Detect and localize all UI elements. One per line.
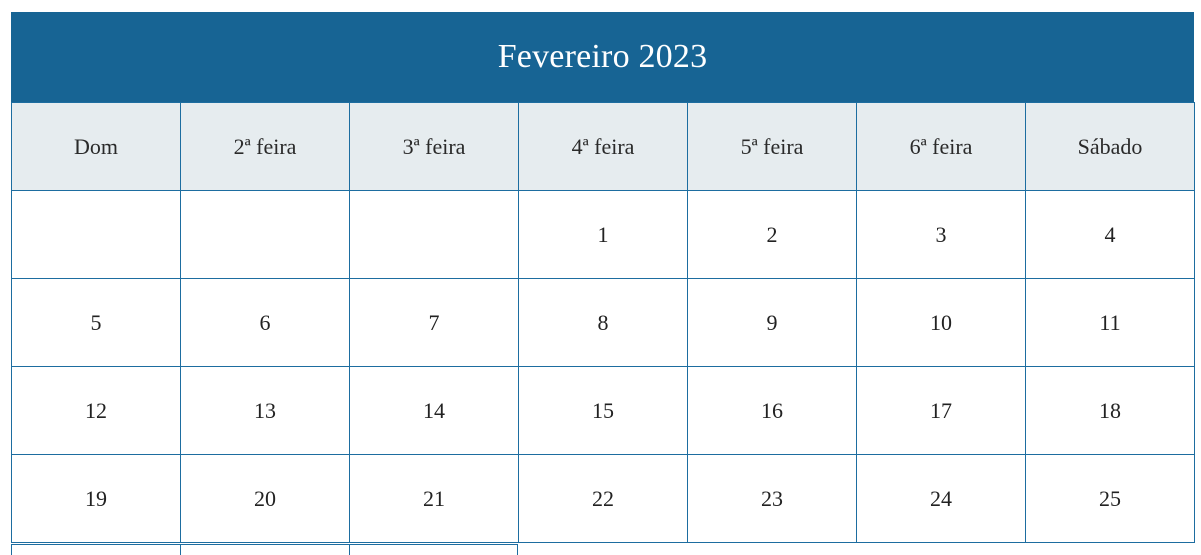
day-cell	[349, 190, 519, 279]
week-row: 1 2 3 4	[11, 190, 1195, 279]
day-cell: 25	[1025, 454, 1195, 543]
week-row: 5 6 7 8 9 10 11	[11, 278, 1195, 367]
day-cell: 21	[349, 454, 519, 543]
day-cell: 5	[11, 278, 181, 367]
day-cell	[180, 190, 350, 279]
calendar-grid: Dom 2ª feira 3ª feira 4ª feira 5ª feira …	[11, 102, 1195, 543]
week-row: 19 20 21 22 23 24 25	[11, 454, 1195, 543]
calendar: Fevereiro 2023 Dom 2ª feira 3ª feira 4ª …	[11, 12, 1195, 543]
day-cell: 20	[180, 454, 350, 543]
day-cell: 6	[180, 278, 350, 367]
week-row: 12 13 14 15 16 17 18	[11, 366, 1195, 455]
day-cell: 24	[856, 454, 1026, 543]
weekday-tuesday: 3ª feira	[349, 102, 519, 191]
day-cell: 17	[856, 366, 1026, 455]
day-cell: 15	[518, 366, 688, 455]
weekday-wednesday: 4ª feira	[518, 102, 688, 191]
weekday-thursday: 5ª feira	[687, 102, 857, 191]
day-cell: 11	[1025, 278, 1195, 367]
day-cell: 13	[180, 366, 350, 455]
day-cell: 4	[1025, 190, 1195, 279]
weekday-sunday: Dom	[11, 102, 181, 191]
weekday-header-row: Dom 2ª feira 3ª feira 4ª feira 5ª feira …	[11, 102, 1195, 191]
day-cell-partial	[180, 544, 349, 555]
partial-week-row	[11, 544, 518, 555]
day-cell-partial	[349, 544, 518, 555]
day-cell: 14	[349, 366, 519, 455]
day-cell	[11, 190, 181, 279]
day-cell: 1	[518, 190, 688, 279]
day-cell: 2	[687, 190, 857, 279]
day-cell: 22	[518, 454, 688, 543]
day-cell: 19	[11, 454, 181, 543]
weekday-saturday: Sábado	[1025, 102, 1195, 191]
day-cell: 12	[11, 366, 181, 455]
day-cell-partial	[11, 544, 180, 555]
day-cell: 8	[518, 278, 688, 367]
day-cell: 16	[687, 366, 857, 455]
day-cell: 7	[349, 278, 519, 367]
day-cell: 3	[856, 190, 1026, 279]
weekday-friday: 6ª feira	[856, 102, 1026, 191]
weekday-monday: 2ª feira	[180, 102, 350, 191]
day-cell: 10	[856, 278, 1026, 367]
day-cell: 23	[687, 454, 857, 543]
month-title: Fevereiro 2023	[11, 12, 1194, 102]
day-cell: 9	[687, 278, 857, 367]
day-cell: 18	[1025, 366, 1195, 455]
